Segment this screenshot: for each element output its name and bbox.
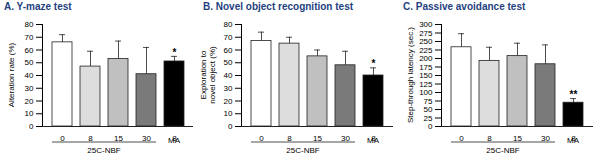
svg-text:Alteration rate (%): Alteration rate (%) [7,42,16,107]
svg-text:MA: MA [367,136,380,145]
html-text:B. Novel object recognition te: B. Novel object recognition test [203,1,353,12]
svg-text:Step-through latency (sec.): Step-through latency (sec.) [406,27,415,123]
svg-text:20: 20 [224,97,233,106]
svg-text:**: ** [570,89,578,100]
svg-text:125: 125 [419,80,433,89]
svg-text:50: 50 [224,58,233,67]
svg-text:8: 8 [487,134,492,144]
svg-text:300: 300 [419,20,433,29]
svg-text:0: 0 [259,134,264,144]
svg-text:150: 150 [419,71,433,80]
svg-text:50: 50 [25,58,34,67]
svg-text:175: 175 [419,63,433,72]
svg-text:8: 8 [88,134,93,144]
svg-text:0: 0 [60,134,65,144]
svg-text:80: 80 [25,20,34,29]
svg-text:*: * [173,47,177,58]
svg-text:10: 10 [224,109,233,118]
svg-text:60: 60 [224,46,233,55]
svg-text:15: 15 [114,134,123,144]
svg-text:100: 100 [419,88,433,97]
svg-text:40: 40 [224,71,233,80]
svg-text:25C-NBF: 25C-NBF [87,146,120,155]
svg-text:MA: MA [567,136,580,145]
svg-text:MA: MA [168,136,181,145]
svg-text:30: 30 [142,134,151,144]
svg-text:*: * [372,58,376,69]
svg-text:0: 0 [29,122,34,131]
svg-text:Exploration tonovel object (%): Exploration tonovel object (%) [199,46,217,104]
html-text:A. Y-maze test: A. Y-maze test [4,1,72,12]
svg-text:30: 30 [224,84,233,93]
svg-text:0: 0 [228,122,233,131]
svg-text:250: 250 [419,37,433,46]
svg-text:80: 80 [224,20,233,29]
svg-text:25C-NBF: 25C-NBF [286,146,319,155]
svg-text:30: 30 [341,134,350,144]
svg-text:200: 200 [419,54,433,63]
svg-text:25C-NBF: 25C-NBF [486,146,519,155]
svg-text:0: 0 [459,134,464,144]
svg-text:20: 20 [25,97,34,106]
svg-text:225: 225 [419,46,433,55]
svg-text:75: 75 [424,97,433,106]
svg-text:70: 70 [25,33,34,42]
svg-text:70: 70 [224,33,233,42]
svg-text:8: 8 [287,134,292,144]
svg-text:10: 10 [25,109,34,118]
svg-text:30: 30 [25,84,34,93]
svg-text:40: 40 [25,71,34,80]
svg-text:30: 30 [541,134,550,144]
svg-text:60: 60 [25,46,34,55]
svg-text:15: 15 [313,134,322,144]
svg-text:15: 15 [513,134,522,144]
svg-text:275: 275 [419,29,433,38]
svg-text:50: 50 [424,105,433,114]
html-text:C. Passive avoidance test: C. Passive avoidance test [403,1,526,12]
svg-text:25: 25 [424,114,433,123]
svg-text:0: 0 [428,122,433,131]
